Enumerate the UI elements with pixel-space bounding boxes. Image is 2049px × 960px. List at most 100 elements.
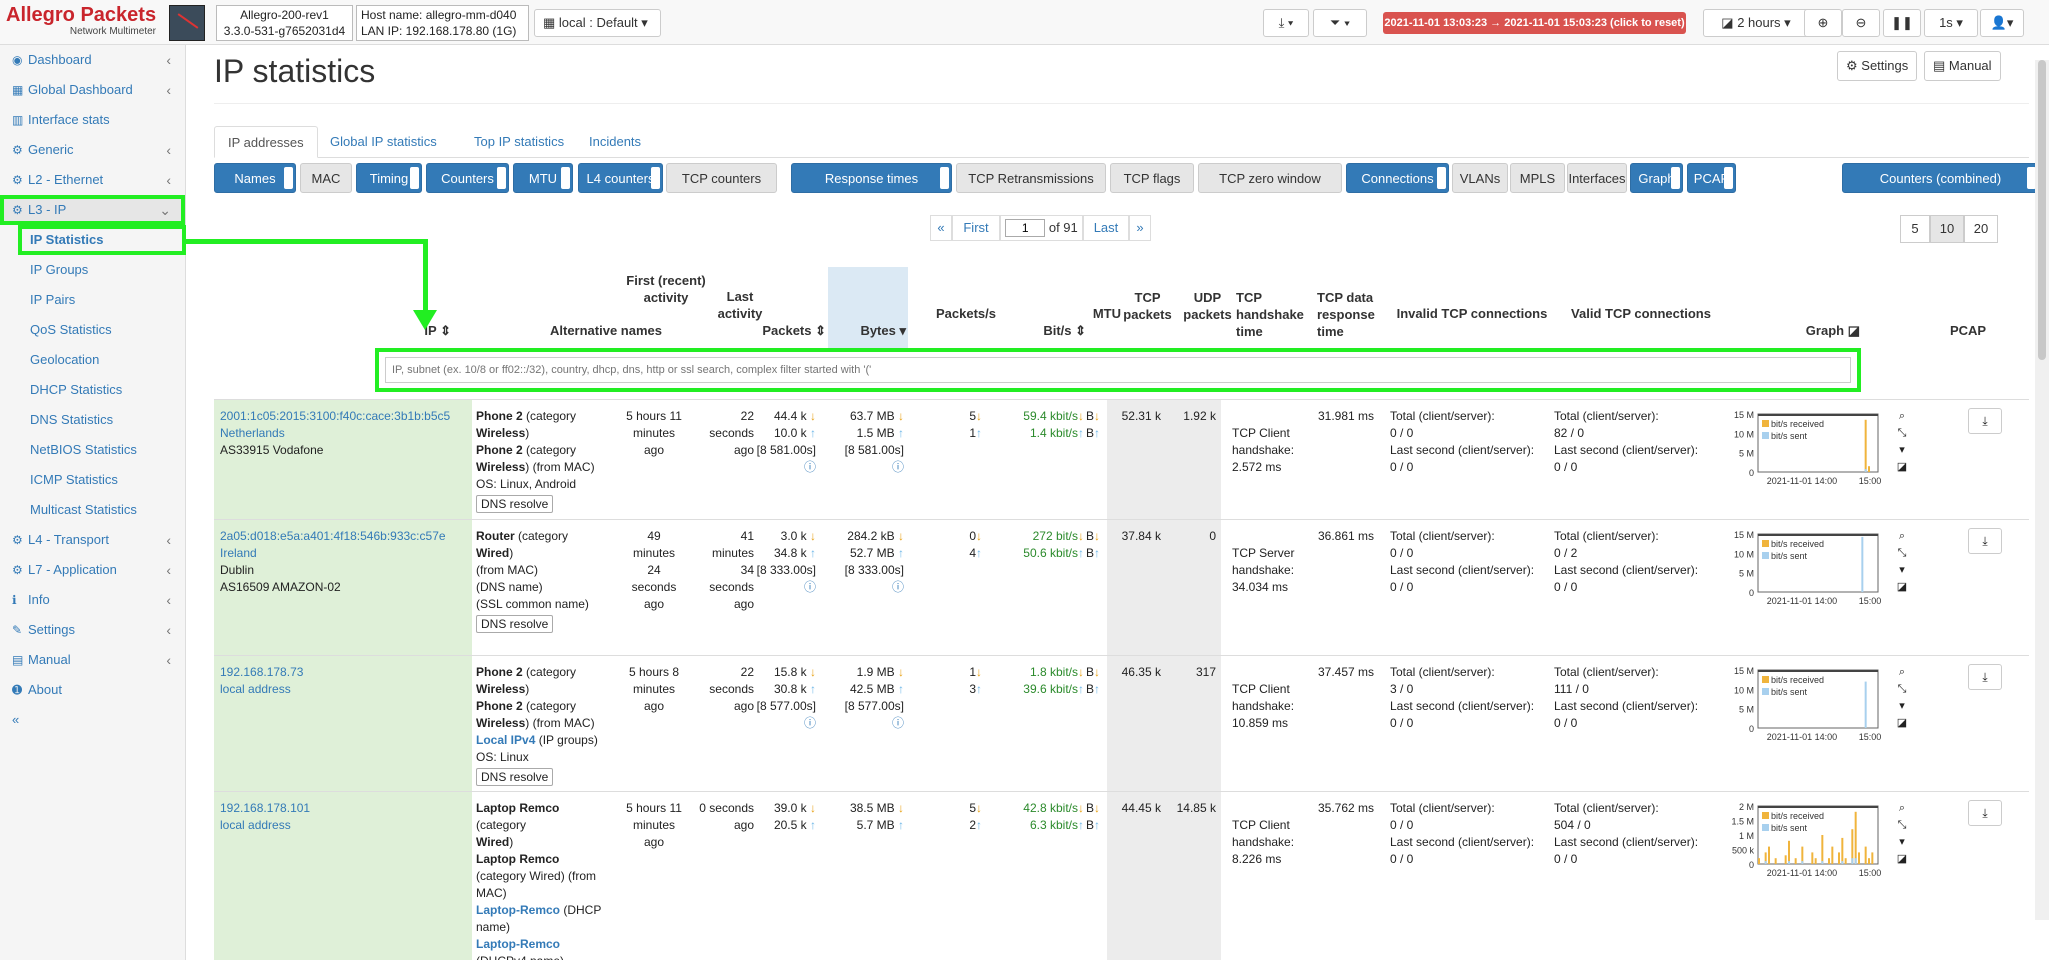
filter-input[interactable] (385, 357, 1851, 383)
zoom-out-button[interactable]: ⊖ (1842, 9, 1880, 37)
col-packets-per-sec[interactable]: Packets/s (936, 306, 996, 321)
toggle-mtu[interactable]: MTU (513, 163, 573, 193)
magnifier-icon[interactable]: ⌕ (1898, 666, 1906, 678)
col-graph[interactable]: Graph ◪ (1805, 323, 1860, 338)
tab-global-ip-statistics[interactable]: Global IP statistics (330, 134, 437, 149)
settings-button[interactable]: ⚙ Settings (1837, 51, 1918, 81)
pagination-first[interactable]: First (952, 215, 1000, 241)
col-last-activity[interactable]: Last activity (717, 289, 763, 321)
col-invalid-tcp[interactable]: Invalid TCP connections (1396, 306, 1548, 321)
sidebar-item-l3-ip[interactable]: ⚙ L3 - IP ⌄ (0, 195, 185, 225)
tab-ip-addresses[interactable]: IP addresses (214, 126, 318, 158)
user-dropdown[interactable]: 👤▾ (1980, 9, 2024, 37)
caret-down-icon[interactable]: ▾ (1899, 700, 1905, 712)
profile-dropdown[interactable]: ▦ local : Default ▾ (534, 9, 661, 37)
sidebar-sub-ip-pairs[interactable]: IP Pairs (30, 292, 76, 307)
col-handshake-time[interactable]: TCP handshake time (1236, 290, 1304, 339)
toggle-connections[interactable]: Connections (1346, 163, 1449, 193)
time-range-reset[interactable]: 2021-11-01 13:03:23 → 2021-11-01 15:03:2… (1383, 12, 1686, 34)
download-dropdown[interactable]: ⤓ ▾ (1263, 9, 1309, 37)
tab-top-ip-statistics[interactable]: Top IP statistics (474, 134, 565, 149)
pcap-download-button[interactable]: ⤓ (1968, 408, 2002, 434)
help-icon[interactable]: ⓘ (891, 716, 904, 730)
toggle-mpls[interactable]: MPLS (1510, 163, 1565, 193)
pcap-download-button[interactable]: ⤓ (1968, 528, 2002, 554)
sidebar-sub-multicast-statistics[interactable]: Multicast Statistics (30, 502, 137, 517)
dns-resolve-button[interactable]: DNS resolve (476, 768, 554, 786)
col-first-activity[interactable]: First (recent) activity (626, 273, 706, 305)
caret-down-icon[interactable]: ▾ (1899, 564, 1905, 576)
col-packets[interactable]: Packets ⇕ (762, 323, 826, 338)
sidebar-item-l2-ethernet[interactable]: ⚙ L2 - Ethernet ‹ (0, 165, 185, 195)
sidebar-item-l7-application[interactable]: ⚙ L7 - Application ‹ (0, 555, 185, 585)
sidebar-item-dashboard[interactable]: ◉ Dashboard ‹ (0, 45, 185, 75)
sidebar-sub-ip-groups[interactable]: IP Groups (30, 262, 89, 277)
magnifier-icon[interactable]: ⌕ (1898, 802, 1906, 814)
chart-icon[interactable]: ◪ (1896, 461, 1908, 473)
toggle-vlans[interactable]: VLANs (1452, 163, 1508, 193)
traffic-graph[interactable]: 15 M 10 M 5 M 0 2021-11-01 14:00 15:00 bit/s r… (1718, 664, 1888, 746)
toggle-response-times[interactable]: Response times (791, 163, 952, 193)
sidebar-item-l4-transport[interactable]: ⚙ L4 - Transport ‹ (0, 525, 185, 555)
ip-address-link[interactable]: 2001:1c05:2015:3100:f40c:cace:3b1b:b5c5 (220, 409, 451, 423)
traffic-graph[interactable]: 15 M 10 M 5 M 0 2021-11-01 14:00 15:00 bit/s r… (1718, 408, 1888, 490)
help-icon[interactable]: ⓘ (891, 460, 904, 474)
chart-icon[interactable]: ◪ (1896, 581, 1908, 593)
ip-address-link[interactable]: 2a05:d018:e5a:a401:4f18:546b:933c:c57e (220, 529, 446, 543)
help-icon[interactable]: ⓘ (803, 716, 816, 730)
page-scrollbar[interactable] (2035, 60, 2049, 920)
toggle-tcp-flags[interactable]: TCP flags (1110, 163, 1194, 193)
traffic-graph[interactable]: 2 M 1.5 M 1 M 500 k 0 2021-11-01 14:00 15:00 bi… (1718, 800, 1888, 882)
toggle-mac[interactable]: MAC (300, 163, 352, 193)
sidebar-sub-ip-statistics[interactable]: IP Statistics (18, 225, 186, 255)
sidebar-collapse[interactable]: « (12, 712, 20, 727)
pcap-download-button[interactable]: ⤓ (1968, 800, 2002, 826)
dns-resolve-button[interactable]: DNS resolve (476, 615, 554, 633)
caret-down-icon[interactable]: ▾ (1899, 444, 1905, 456)
sidebar-item-interface-stats[interactable]: ▥ Interface stats (0, 105, 185, 135)
page-input[interactable] (1005, 219, 1046, 237)
interval-dropdown[interactable]: ◪ 2 hours ▾ (1703, 9, 1809, 37)
toggle-counters-combined-[interactable]: Counters (combined) (1842, 163, 2039, 193)
sidebar-item-global-dashboard[interactable]: ▦ Global Dashboard ‹ (0, 75, 185, 105)
toggle-pcap[interactable]: PCAP (1687, 163, 1736, 193)
page-size-10[interactable]: 10 (1930, 215, 1964, 243)
sidebar-item-settings[interactable]: ✎ Settings ‹ (0, 615, 185, 645)
sidebar-item-manual[interactable]: ▤ Manual ‹ (0, 645, 185, 675)
col-alt-names[interactable]: Alternative names (550, 323, 662, 338)
ip-location-link[interactable]: Ireland (220, 546, 257, 560)
pause-button[interactable]: ❚❚ (1883, 9, 1921, 37)
col-mtu[interactable]: MTU (1092, 306, 1121, 321)
ip-address-link[interactable]: 192.168.178.101 (220, 801, 311, 815)
col-bits-per-sec[interactable]: Bit/s ⇕ (1043, 323, 1086, 338)
page-size-5[interactable]: 5 (1900, 215, 1930, 243)
toggle-l4-counters[interactable]: L4 counters (578, 163, 663, 193)
sidebar-sub-dhcp-statistics[interactable]: DHCP Statistics (30, 382, 123, 397)
toggle-tcp-zero-window[interactable]: TCP zero window (1198, 163, 1342, 193)
refresh-dropdown[interactable]: 1s ▾ (1924, 9, 1978, 37)
col-udp-packets[interactable]: UDP packets (1183, 290, 1232, 322)
ip-location-link[interactable]: Netherlands (220, 426, 285, 440)
sidebar-item-info[interactable]: ℹ Info ‹ (0, 585, 185, 615)
tab-incidents[interactable]: Incidents (589, 134, 642, 149)
col-pcap[interactable]: PCAP (1949, 323, 1987, 338)
col-data-response[interactable]: TCP data response time (1317, 290, 1375, 339)
toggle-names[interactable]: Names (214, 163, 296, 193)
sidebar-item-about[interactable]: ➊ About (0, 675, 185, 705)
sidebar-sub-netbios-statistics[interactable]: NetBIOS Statistics (30, 442, 137, 457)
pagination-last[interactable]: Last (1083, 215, 1129, 241)
compress-icon[interactable]: ⤡ (1897, 547, 1907, 559)
sidebar-sub-qos-statistics[interactable]: QoS Statistics (30, 322, 112, 337)
pagination-prev[interactable]: « (930, 215, 952, 241)
traffic-graph[interactable]: 15 M 10 M 5 M 0 2021-11-01 14:00 15:00 bit/s r… (1718, 528, 1888, 610)
zoom-in-button[interactable]: ⊕ (1804, 9, 1842, 37)
toggle-tcp-counters[interactable]: TCP counters (666, 163, 777, 193)
page-size-20[interactable]: 20 (1964, 215, 1998, 243)
toggle-tcp-retransmissions[interactable]: TCP Retransmissions (956, 163, 1106, 193)
toggle-counters[interactable]: Counters (426, 163, 509, 193)
manual-button[interactable]: ▤ Manual (1924, 51, 2001, 81)
ip-location-link[interactable]: local address (220, 818, 291, 832)
help-icon[interactable]: ⓘ (803, 460, 816, 474)
toggle-timing[interactable]: Timing (356, 163, 422, 193)
chart-icon[interactable]: ◪ (1896, 717, 1908, 729)
